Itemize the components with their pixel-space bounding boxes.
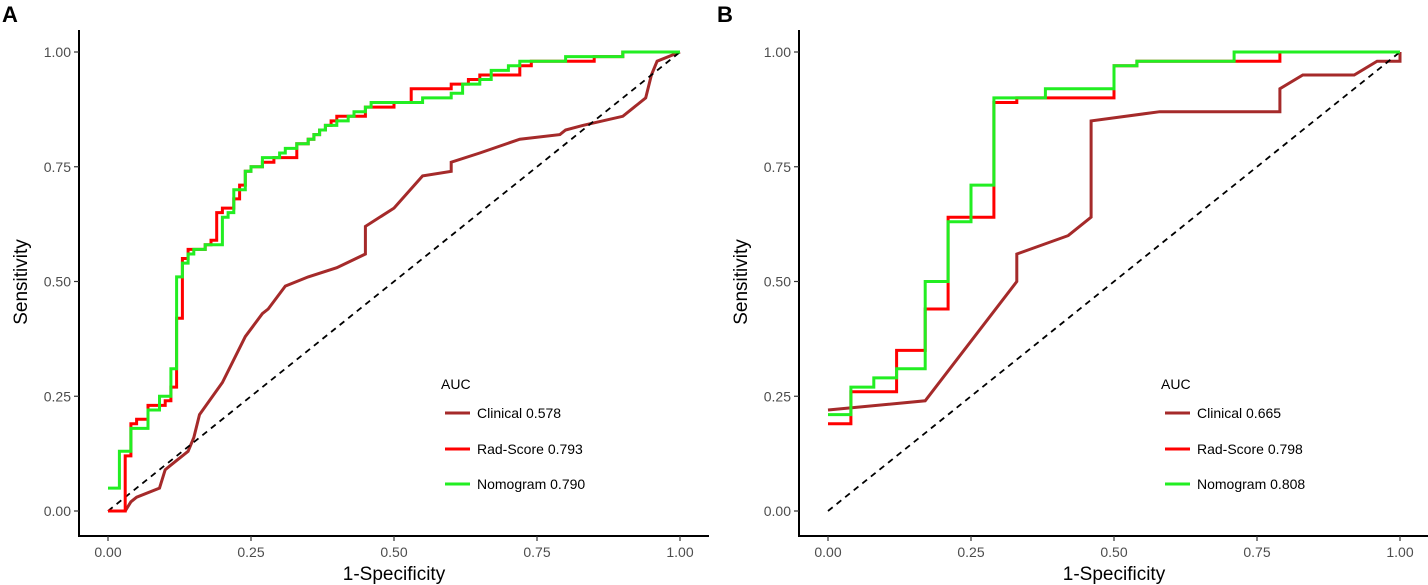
legend-label-clinical: Clinical 0.578 <box>477 405 561 421</box>
y-tick-label: 0.50 <box>764 274 791 290</box>
x-tick-label: 0.25 <box>237 544 264 560</box>
y-tick-label: 0.00 <box>44 503 71 519</box>
reference-diagonal-line <box>827 51 1401 512</box>
y-tick-label: 0.25 <box>764 388 791 404</box>
legend-item-rad-score: Rad-Score 0.793 <box>445 441 583 457</box>
x-axis-title: 1-Specificity <box>1063 564 1166 585</box>
legend-label-rad-score: Rad-Score 0.798 <box>1197 441 1303 457</box>
x-tick-label: 0.00 <box>94 544 121 560</box>
x-tick-label: 0.75 <box>523 544 550 560</box>
series-line-clinical <box>108 50 681 513</box>
legend-label-nomogram: Nomogram 0.790 <box>477 476 585 492</box>
series-line-nomogram <box>108 50 680 490</box>
y-axis-title: Sensitivity <box>11 239 32 325</box>
plot-area <box>107 50 681 513</box>
y-tick-label: 0.00 <box>764 503 791 519</box>
x-axis-title: 1-Specificity <box>343 564 446 585</box>
panel-label: B <box>717 2 733 27</box>
legend-item-nomogram: Nomogram 0.790 <box>445 476 585 492</box>
panel-b-roc-chart: 0.00 0.25 0.50 0.75 1.00 0.00 0.25 0.50 0.75 1.00… <box>717 2 1428 585</box>
panel-label: A <box>2 2 18 27</box>
x-tick-label: 0.50 <box>1100 544 1127 560</box>
x-tick-label: 0.50 <box>380 544 407 560</box>
panel-a-roc-chart: 0.00 0.25 0.50 0.75 1.00 0.00 0.25 0.50 0.75 1.00… <box>2 2 709 585</box>
x-tick-label: 0.25 <box>957 544 984 560</box>
y-tick-label: 0.75 <box>764 159 791 175</box>
y-tick-label: 1.00 <box>764 44 791 60</box>
legend-title: AUC <box>1161 376 1191 392</box>
legend-label-rad-score: Rad-Score 0.793 <box>477 441 583 457</box>
y-tick-label: 1.00 <box>44 44 71 60</box>
legend-title: AUC <box>441 376 471 392</box>
legend-label-clinical: Clinical 0.665 <box>1197 405 1281 421</box>
legend-item-clinical: Clinical 0.665 <box>1165 405 1281 421</box>
y-axis-title: Sensitivity <box>731 239 752 325</box>
axes: 0.00 0.25 0.50 0.75 1.00 0.00 0.25 0.50 0.75 1.00 <box>764 30 1428 560</box>
legend-item-nomogram: Nomogram 0.808 <box>1165 476 1305 492</box>
x-tick-label: 0.75 <box>1243 544 1270 560</box>
legend-item-clinical: Clinical 0.578 <box>445 405 561 421</box>
y-tick-label: 0.25 <box>44 388 71 404</box>
series-line-nomogram <box>828 50 1400 417</box>
plot-area <box>827 50 1402 512</box>
axes: 0.00 0.25 0.50 0.75 1.00 0.00 0.25 0.50 0.75 1.00 <box>44 30 709 560</box>
series-line-clinical <box>827 52 1402 412</box>
x-tick-label: 0.00 <box>814 544 841 560</box>
legend-item-rad-score: Rad-Score 0.798 <box>1165 441 1303 457</box>
y-tick-label: 0.50 <box>44 274 71 290</box>
x-tick-label: 1.00 <box>666 544 693 560</box>
reference-diagonal-line <box>107 51 681 512</box>
legend-label-nomogram: Nomogram 0.808 <box>1197 476 1305 492</box>
x-tick-label: 1.00 <box>1386 544 1413 560</box>
y-tick-label: 0.75 <box>44 159 71 175</box>
